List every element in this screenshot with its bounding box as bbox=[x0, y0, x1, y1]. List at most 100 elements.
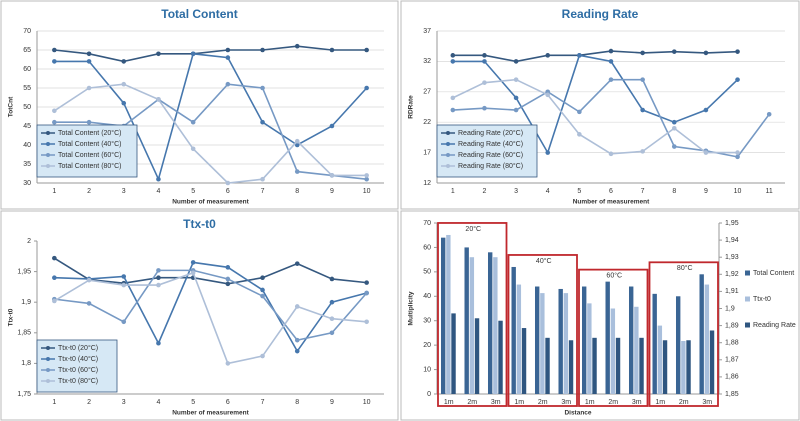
data-point bbox=[190, 119, 196, 125]
x-tick-label: 1m bbox=[585, 399, 595, 406]
data-point bbox=[156, 340, 161, 346]
data-point bbox=[703, 107, 709, 113]
data-point bbox=[225, 55, 231, 60]
data-point bbox=[156, 176, 161, 182]
data-point bbox=[329, 47, 335, 53]
data-point bbox=[121, 59, 127, 64]
legend-label: Ttx-t0 (60°C) bbox=[58, 366, 98, 374]
y-tick-label: 10 bbox=[423, 366, 431, 373]
bar bbox=[511, 266, 516, 394]
data-point bbox=[545, 53, 551, 58]
x-tick-label: 8 bbox=[295, 399, 299, 406]
x-tick-label: 2 bbox=[87, 188, 91, 195]
bar bbox=[615, 337, 621, 394]
y-tick-label: 35 bbox=[23, 161, 31, 168]
data-point bbox=[329, 330, 335, 336]
data-point bbox=[52, 275, 57, 281]
y-axis-label: RDRate bbox=[408, 95, 415, 119]
series-line bbox=[54, 83, 367, 180]
bar bbox=[487, 252, 493, 394]
data-point bbox=[329, 173, 335, 178]
data-point bbox=[190, 270, 196, 276]
legend-swatch bbox=[745, 322, 750, 328]
data-point bbox=[86, 301, 92, 306]
legend-marker bbox=[46, 142, 50, 146]
data-point bbox=[513, 77, 519, 82]
data-point bbox=[577, 53, 582, 58]
data-point bbox=[608, 77, 614, 82]
y-tick-label: 30 bbox=[23, 180, 31, 187]
bar bbox=[469, 257, 475, 394]
data-point bbox=[640, 107, 645, 113]
x-tick-label: 3m bbox=[491, 399, 501, 406]
legend-label: Ttx-t0 (80°C) bbox=[58, 377, 98, 385]
data-point bbox=[225, 47, 231, 53]
series-line bbox=[53, 83, 367, 184]
panel bbox=[400, 210, 800, 421]
data-point bbox=[364, 173, 369, 178]
y-tick-label: 1,75 bbox=[17, 391, 31, 398]
data-point bbox=[260, 119, 265, 125]
data-point bbox=[225, 361, 231, 366]
x-axis-label: Distance bbox=[564, 410, 591, 417]
y-tick-label: 40 bbox=[23, 142, 31, 149]
y2-tick-label: 1,87 bbox=[725, 357, 739, 364]
data-point bbox=[329, 299, 335, 305]
data-point bbox=[450, 95, 456, 101]
data-point bbox=[86, 85, 92, 91]
y-tick-label: 27 bbox=[423, 89, 431, 96]
legend-marker bbox=[46, 164, 50, 168]
y-tick-label: 1,95 bbox=[17, 268, 31, 275]
bar bbox=[652, 293, 657, 394]
y-tick-label: 37 bbox=[423, 28, 431, 35]
bar bbox=[605, 281, 610, 394]
series-line bbox=[452, 54, 739, 155]
x-tick-label: 10 bbox=[363, 399, 371, 406]
data-point bbox=[450, 53, 456, 58]
bar bbox=[545, 337, 550, 394]
group-box bbox=[648, 261, 719, 407]
x-axis-label: Number of measurement bbox=[172, 199, 249, 206]
series-line bbox=[54, 269, 368, 342]
data-point bbox=[482, 53, 487, 58]
x-tick-label: 1 bbox=[451, 188, 455, 195]
data-point bbox=[260, 293, 265, 299]
y-tick-label: 70 bbox=[23, 28, 31, 35]
data-point bbox=[121, 81, 127, 87]
legend-label: Reading Rate bbox=[753, 322, 796, 329]
x-tick-label: 4 bbox=[156, 188, 160, 195]
data-point bbox=[260, 275, 265, 281]
x-tick-label: 2 bbox=[483, 188, 487, 195]
y-tick-label: 40 bbox=[423, 293, 431, 300]
y2-tick-label: 1,91 bbox=[725, 288, 739, 295]
legend-label: Total Content (20°C) bbox=[58, 129, 122, 137]
bar bbox=[587, 303, 592, 394]
data-point bbox=[225, 265, 231, 270]
y-tick-label: 0 bbox=[427, 391, 431, 398]
data-point bbox=[735, 154, 740, 160]
x-tick-label: 10 bbox=[363, 188, 371, 195]
data-point bbox=[577, 109, 582, 115]
x-tick-label: 1m bbox=[655, 399, 665, 406]
legend-marker bbox=[446, 142, 450, 146]
x-tick-label: 3m bbox=[561, 399, 571, 406]
bar bbox=[628, 286, 634, 394]
y2-tick-label: 1,94 bbox=[725, 237, 739, 244]
data-point bbox=[294, 43, 300, 49]
legend-marker bbox=[46, 346, 50, 350]
x-tick-label: 1 bbox=[52, 188, 56, 195]
x-tick-label: 4 bbox=[156, 399, 160, 406]
bar bbox=[451, 313, 456, 394]
x-tick-label: 8 bbox=[672, 188, 676, 195]
x-tick-label: 6 bbox=[609, 188, 613, 195]
data-point bbox=[156, 268, 161, 273]
y-tick-label: 70 bbox=[423, 220, 431, 227]
data-point bbox=[450, 59, 456, 64]
data-point bbox=[260, 176, 265, 182]
legend-label: Total Content (40°C) bbox=[58, 140, 122, 148]
y-tick-label: 30 bbox=[423, 318, 431, 325]
y-tick-label: 60 bbox=[23, 66, 31, 73]
legend-label: Total Content bbox=[753, 270, 794, 277]
x-tick-label: 7 bbox=[641, 188, 645, 195]
data-point bbox=[329, 316, 335, 322]
